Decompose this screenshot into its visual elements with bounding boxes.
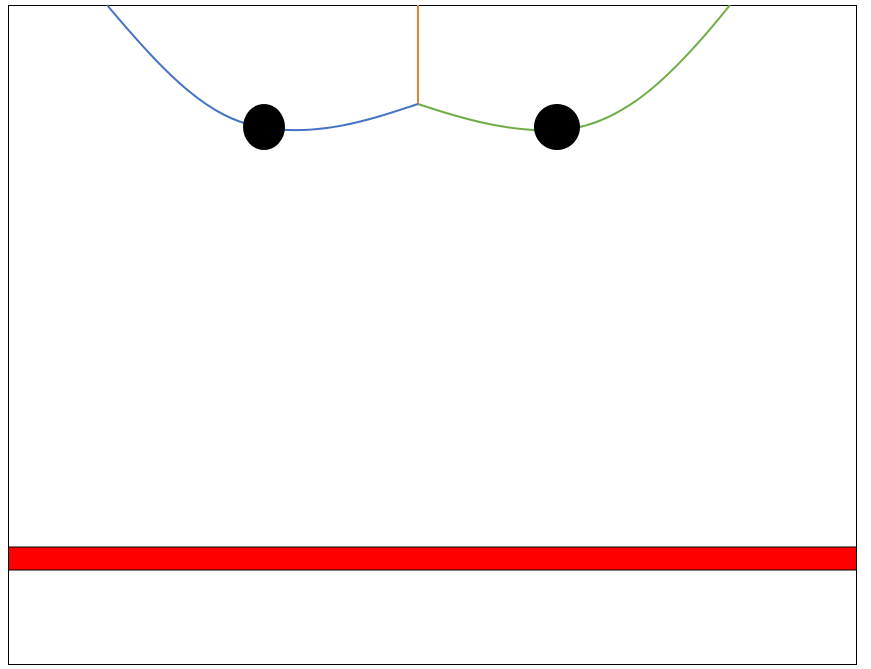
right-ball (534, 104, 580, 150)
floor-bar (8, 546, 857, 571)
left-ball (243, 104, 285, 150)
diagram-frame (8, 5, 857, 665)
